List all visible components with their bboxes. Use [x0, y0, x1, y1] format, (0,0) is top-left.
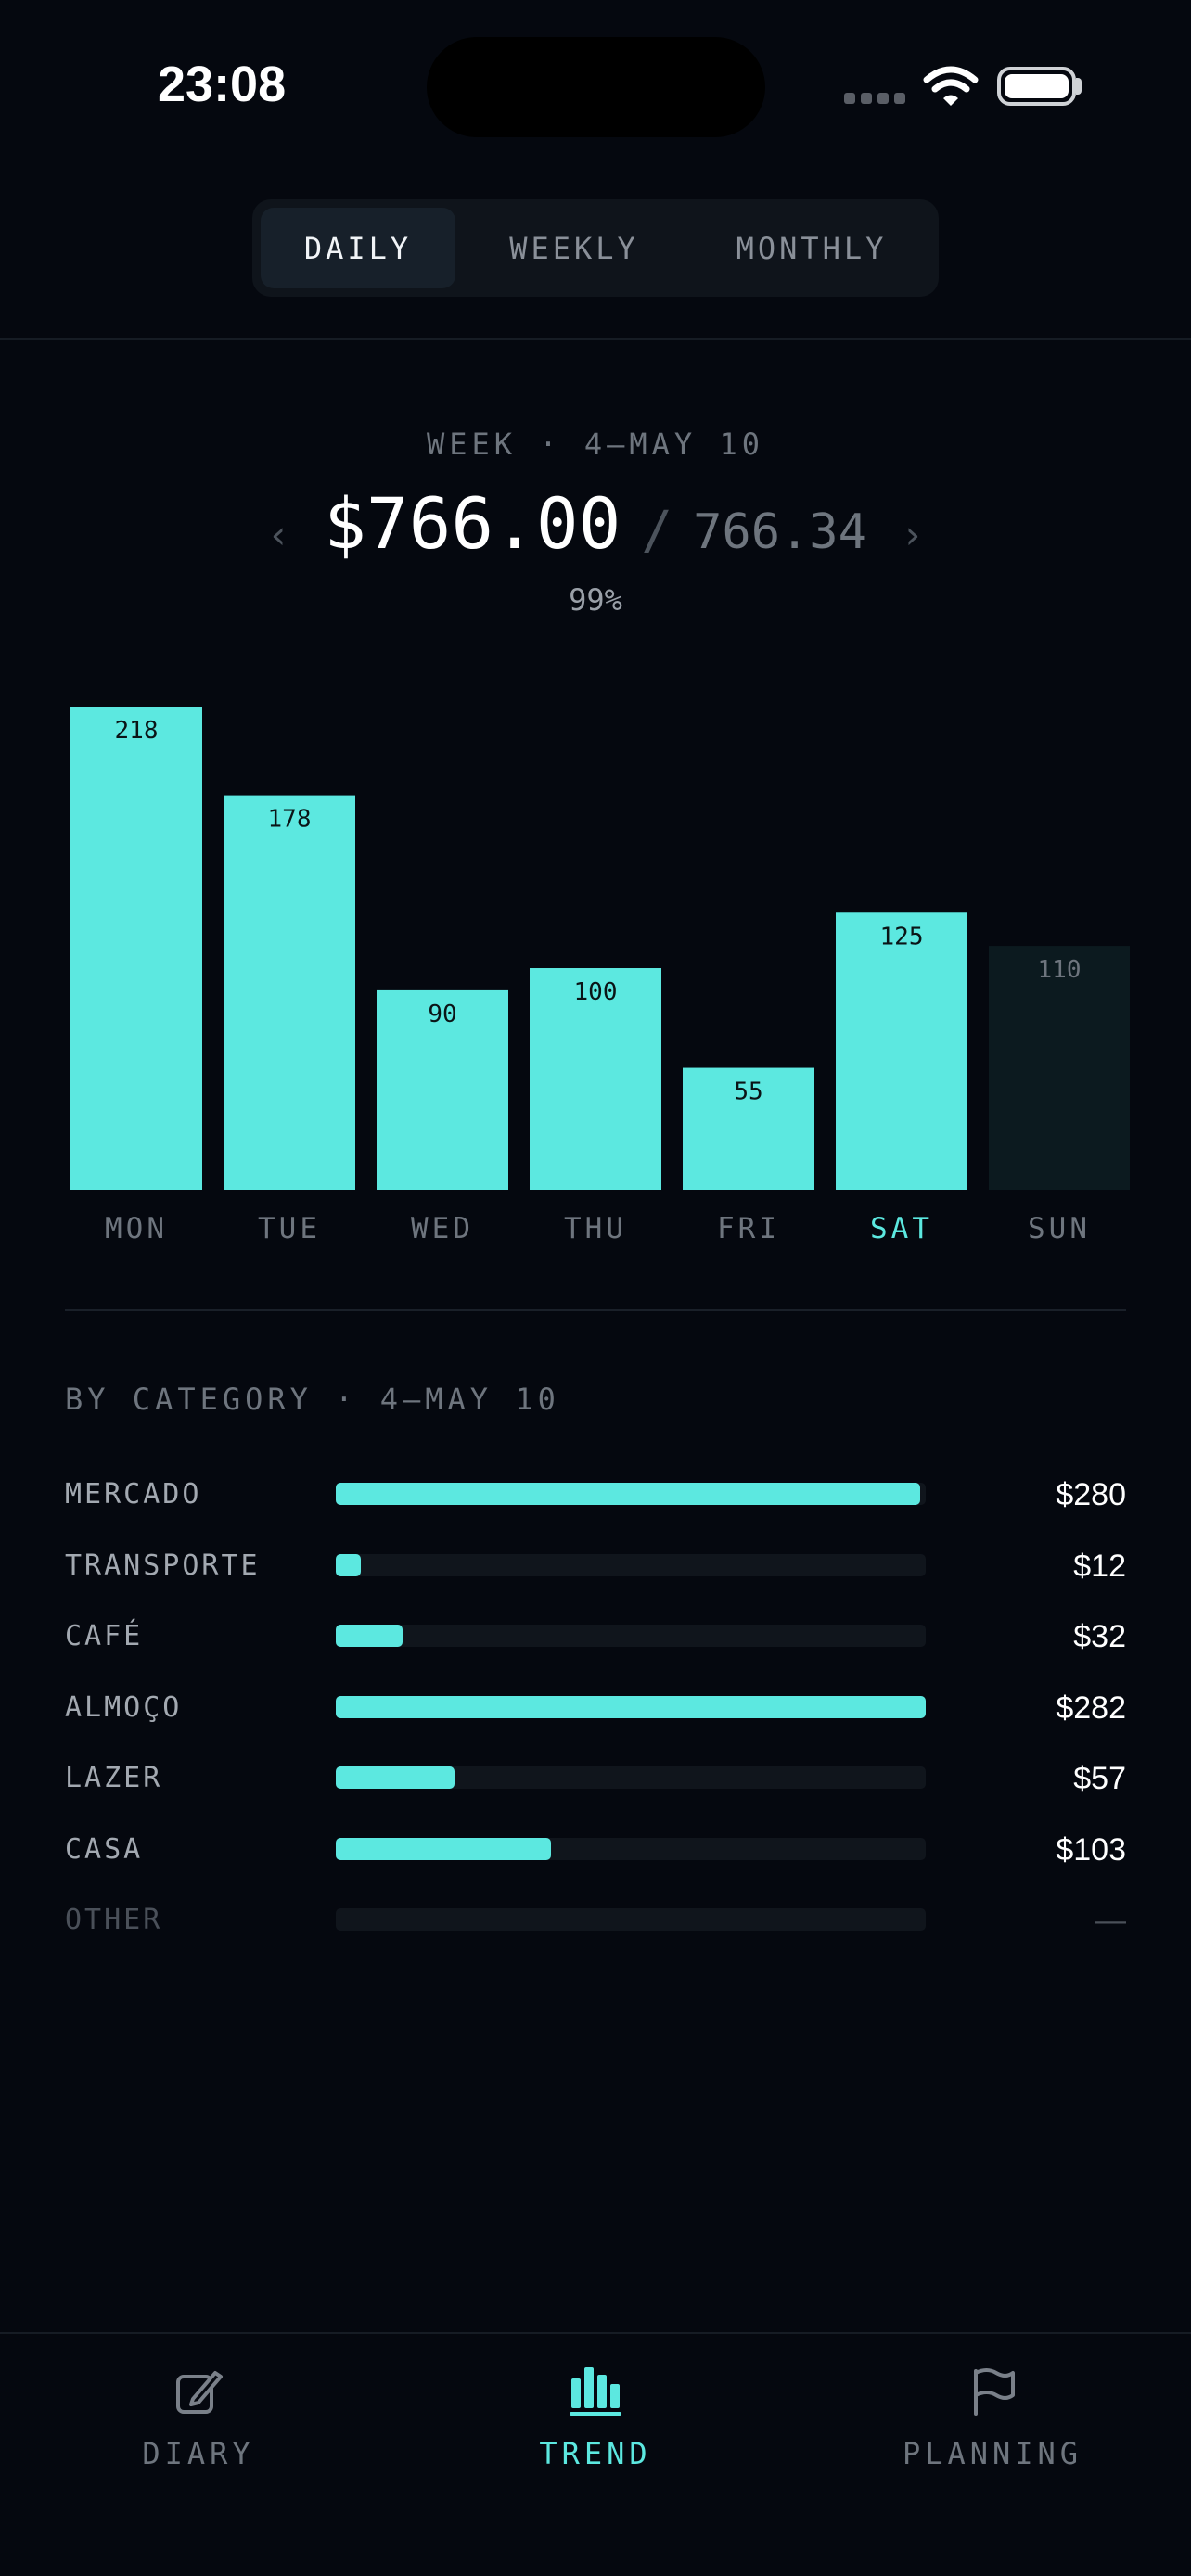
bar-value-label: 55 [734, 1078, 762, 1106]
battery-icon [997, 67, 1076, 106]
status-time: 23:08 [158, 57, 287, 112]
category-row[interactable]: TRANSPORTE $12 [65, 1543, 1126, 1589]
category-row[interactable]: ALMOÇO $282 [65, 1685, 1126, 1731]
flag-icon [974, 2368, 1015, 2416]
category-name: OTHER [65, 1904, 163, 1936]
day-label: TUE [258, 1212, 321, 1245]
tab-bar: DIARY TREND PLANNING [0, 2332, 1191, 2576]
tab-planning[interactable]: PLANNING [853, 2362, 1132, 2471]
bar-value-label: 110 [1038, 956, 1082, 984]
previous-week-chevron-icon[interactable]: ‹ [266, 512, 291, 557]
category-row[interactable]: MERCADO $280 [65, 1472, 1126, 1518]
bar-value-label: 90 [428, 1001, 456, 1028]
total-row: ‹ $766.00 / 766.34 › [0, 482, 1191, 565]
edit-icon [176, 2371, 223, 2414]
budget-percent: 99% [569, 582, 622, 618]
wifi-icon [923, 66, 979, 106]
category-progress-track [336, 1695, 926, 1718]
bar-value-label: 125 [880, 923, 924, 950]
category-amount: $32 [1073, 1619, 1126, 1654]
category-progress-fill [336, 1695, 926, 1718]
period-segmented-control: DAILY WEEKLY MONTHLY [252, 199, 939, 297]
category-amount: $12 [1073, 1548, 1126, 1584]
category-progress-fill [336, 1553, 362, 1576]
bar-chart-icon [570, 2367, 621, 2416]
bar-sat[interactable] [836, 912, 967, 1190]
category-amount: — [1095, 1903, 1126, 1938]
bar-tue[interactable] [224, 795, 355, 1190]
category-name: LAZER [65, 1762, 163, 1794]
tab-diary-label: DIARY [142, 2436, 255, 2471]
category-progress-fill [336, 1625, 403, 1647]
category-row[interactable]: CASA $103 [65, 1827, 1126, 1873]
bar-value-label: 178 [268, 806, 312, 834]
bar-value-label: 100 [574, 978, 618, 1006]
day-label: FRI [717, 1212, 780, 1245]
day-label: MON [105, 1212, 168, 1245]
category-row[interactable]: LAZER $57 [65, 1755, 1126, 1802]
bar-thu[interactable] [530, 968, 661, 1190]
category-row[interactable]: CAFÉ $32 [65, 1613, 1126, 1660]
bar-wed[interactable] [377, 989, 508, 1190]
category-amount: $103 [1056, 1831, 1126, 1868]
next-week-chevron-icon[interactable]: › [900, 512, 925, 557]
category-name: CAFÉ [65, 1620, 144, 1652]
category-section-title: BY CATEGORY · 4–MAY 10 [65, 1382, 560, 1417]
cellular-signal-icon [844, 93, 905, 104]
section-divider [65, 1309, 1126, 1311]
bar-value-label: 218 [115, 717, 159, 745]
category-progress-track [336, 1837, 926, 1860]
segment-daily[interactable]: DAILY [261, 208, 455, 288]
category-name: ALMOÇO [65, 1690, 183, 1724]
category-progress-track [336, 1625, 926, 1647]
category-amount: $280 [1056, 1477, 1126, 1512]
category-progress-track [336, 1908, 926, 1931]
battery-cap [1076, 78, 1082, 95]
day-label: SAT [870, 1212, 933, 1245]
category-progress-fill [336, 1837, 552, 1860]
dynamic-island [427, 37, 765, 137]
tab-planning-label: PLANNING [902, 2436, 1083, 2471]
category-name: MERCADO [65, 1478, 202, 1511]
category-progress-track [336, 1766, 926, 1789]
header-divider [0, 338, 1191, 340]
segment-weekly[interactable]: WEEKLY [509, 230, 639, 266]
daily-spend-bar-chart: 218 MON 178 TUE 90 WED 100 THU 55 FRI 125 SAT 110 SUN [70, 707, 1130, 1245]
bar-mon[interactable] [70, 707, 202, 1190]
total-separator: / [641, 501, 673, 561]
category-progress-fill [336, 1483, 920, 1505]
day-label: THU [564, 1212, 627, 1245]
bar-sun[interactable] [989, 946, 1130, 1190]
tab-trend-label: TREND [539, 2436, 652, 2471]
segment-monthly[interactable]: MONTHLY [736, 230, 888, 266]
total-spent: $766.00 [324, 482, 621, 565]
tab-diary[interactable]: DIARY [59, 2362, 338, 2471]
category-progress-track [336, 1483, 926, 1505]
category-progress-track [336, 1553, 926, 1576]
week-range-label: WEEK · 4–MAY 10 [427, 427, 764, 462]
category-name: CASA [65, 1832, 144, 1866]
day-label: SUN [1028, 1212, 1091, 1245]
category-progress-fill [336, 1766, 455, 1789]
category-row[interactable]: OTHER — [65, 1897, 1126, 1944]
category-amount: $57 [1073, 1761, 1126, 1796]
tab-trend[interactable]: TREND [456, 2362, 735, 2471]
bar-fri[interactable] [683, 1067, 814, 1190]
budget-amount: 766.34 [693, 504, 867, 560]
category-name: TRANSPORTE [65, 1549, 261, 1582]
category-amount: $282 [1056, 1690, 1126, 1726]
day-label: WED [411, 1212, 474, 1245]
